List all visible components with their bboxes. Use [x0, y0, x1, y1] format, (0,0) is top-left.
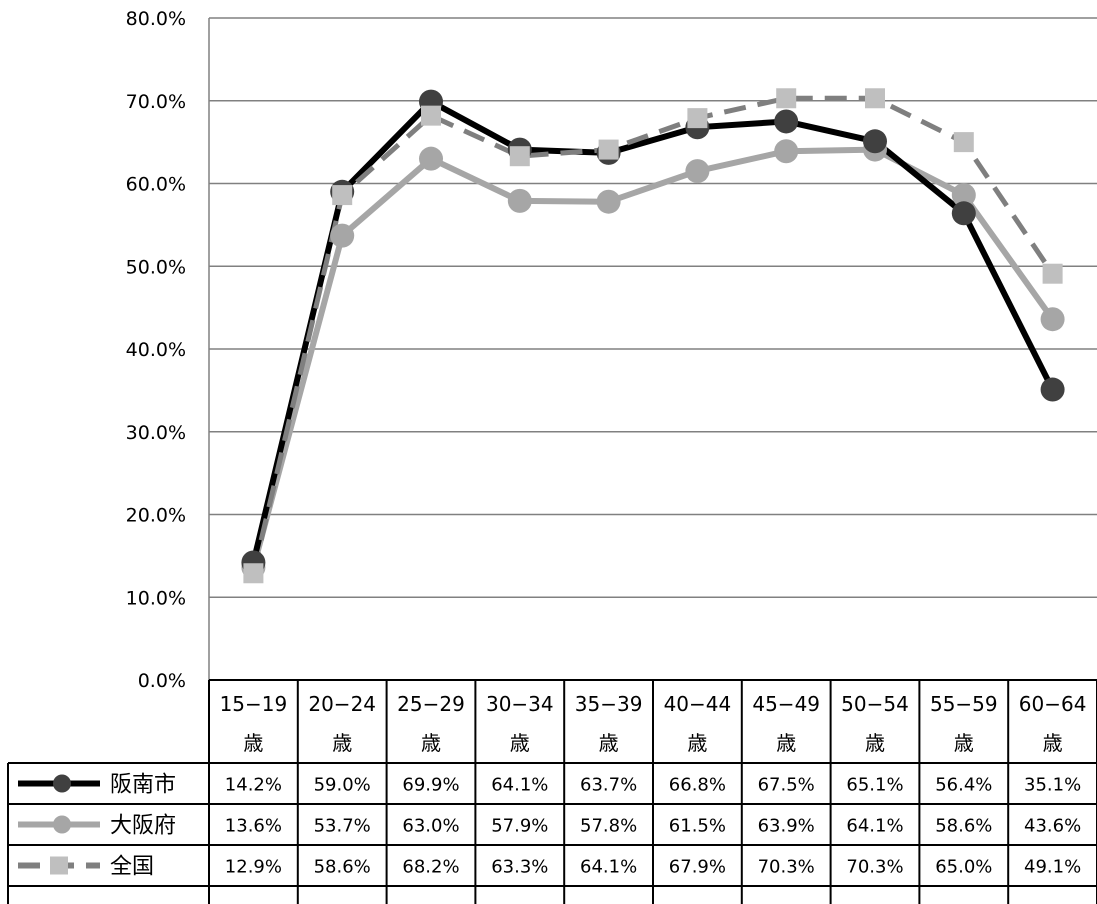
x-tick-label: 歳: [510, 731, 530, 755]
x-tick-label: 45−49: [752, 692, 820, 716]
y-tick-label: 0.0%: [138, 670, 186, 692]
y-tick-label: 20.0%: [126, 505, 186, 527]
table-cell: 59.0%: [314, 775, 371, 796]
table-cell: 69.9%: [402, 775, 459, 796]
data-point: [509, 146, 530, 167]
data-point: [596, 189, 621, 214]
x-tick-label: 歳: [776, 731, 796, 755]
data-point: [685, 159, 710, 184]
table-cell: 61.5%: [669, 816, 726, 837]
data-point: [687, 108, 708, 129]
table-cell: 63.0%: [402, 816, 459, 837]
legend-marker: [53, 815, 71, 834]
table-cell: 57.8%: [580, 816, 637, 837]
legend-marker: [53, 774, 71, 793]
table-cell: 58.6%: [935, 816, 992, 837]
data-table: 15−19 歳 20−24 歳 25−29 歳 30−34 歳 35−39 歳 40−44 歳 45−4…: [7, 679, 1097, 904]
data-point: [774, 109, 799, 134]
table-cell: 63.9%: [758, 816, 815, 837]
series-line: [250, 146, 1056, 569]
table-cell: 12.9%: [225, 857, 282, 878]
gridlines: [209, 17, 1097, 598]
data-point: [507, 188, 532, 213]
data-point: [419, 146, 443, 171]
legend-label: 全国: [110, 855, 154, 880]
series-line: [250, 98, 1056, 564]
table-cell: 56.4%: [935, 775, 992, 796]
table-cell: 64.1%: [491, 775, 548, 796]
data-point: [776, 88, 797, 109]
table-cell: 49.1%: [1024, 857, 1081, 878]
table-cell: 70.3%: [758, 857, 815, 878]
table-cell: 70.3%: [846, 857, 903, 878]
data-point: [774, 139, 799, 164]
table-cell: 63.7%: [580, 775, 637, 796]
x-tick-label: 歳: [954, 731, 974, 755]
table-cell: 67.5%: [758, 775, 815, 796]
x-tick-label: 25−29: [397, 692, 465, 716]
x-tick-label: 歳: [865, 731, 885, 755]
table-cell: 14.2%: [225, 775, 282, 796]
x-tick-label: 40−44: [664, 692, 732, 716]
y-axis: 0.0% 10.0% 20.0% 30.0% 40.0% 50.0% 60.0% 70.0% 8…: [126, 8, 210, 692]
data-point: [243, 563, 264, 584]
table-cell: 13.6%: [225, 816, 282, 837]
data-point: [951, 183, 976, 208]
data-point: [1040, 377, 1065, 402]
y-tick-label: 40.0%: [126, 339, 186, 361]
table-cell: 64.1%: [580, 857, 637, 878]
table-cell: 65.1%: [846, 775, 903, 796]
x-tick-label: 歳: [1043, 731, 1063, 755]
table-cell: 66.8%: [669, 775, 726, 796]
data-point: [1042, 263, 1063, 284]
x-tick-label: 歳: [599, 731, 619, 755]
data-point: [953, 132, 974, 153]
x-tick-label: 歳: [687, 731, 707, 755]
y-tick-label: 60.0%: [126, 174, 186, 196]
data-point: [598, 139, 619, 160]
series-line: [250, 95, 1055, 574]
data-point: [330, 223, 355, 248]
x-tick-label: 15−19: [220, 692, 288, 716]
x-tick-label: 30−34: [486, 692, 554, 716]
table-cell: 53.7%: [314, 816, 371, 837]
table-cell: 58.6%: [314, 857, 371, 878]
y-tick-label: 70.0%: [126, 91, 186, 113]
table-cell: 35.1%: [1024, 775, 1081, 796]
y-tick-label: 80.0%: [126, 8, 186, 30]
table-cell: 63.3%: [491, 857, 548, 878]
legend-marker: [50, 856, 68, 875]
data-point: [332, 185, 353, 206]
data-point: [1040, 307, 1065, 332]
legend-label: 阪南市: [110, 773, 176, 798]
legend-label: 大阪府: [110, 814, 176, 839]
x-tick-label: 50−54: [841, 692, 909, 716]
table-cell: 65.0%: [935, 857, 992, 878]
x-tick-label: 60−64: [1019, 692, 1087, 716]
table-cell: 57.9%: [491, 816, 548, 837]
table-cell: 67.9%: [669, 857, 726, 878]
y-tick-label: 50.0%: [126, 256, 186, 278]
x-tick-label: 歳: [421, 731, 441, 755]
x-tick-label: 55−59: [930, 692, 998, 716]
y-tick-label: 10.0%: [126, 587, 186, 609]
data-point: [421, 105, 441, 126]
data-point: [951, 201, 976, 226]
table-cell: 64.1%: [846, 816, 903, 837]
x-tick-label: 35−39: [575, 692, 643, 716]
series-markers: [241, 88, 1065, 584]
data-point: [863, 129, 887, 154]
x-tick-label: 20−24: [308, 692, 376, 716]
table-cell: 43.6%: [1024, 816, 1081, 837]
x-tick-label: 歳: [243, 731, 263, 755]
x-tick-label: 歳: [332, 731, 352, 755]
data-point: [865, 88, 885, 109]
y-tick-label: 30.0%: [126, 422, 186, 444]
table-cell: 68.2%: [402, 857, 459, 878]
series-lines: [250, 95, 1056, 574]
